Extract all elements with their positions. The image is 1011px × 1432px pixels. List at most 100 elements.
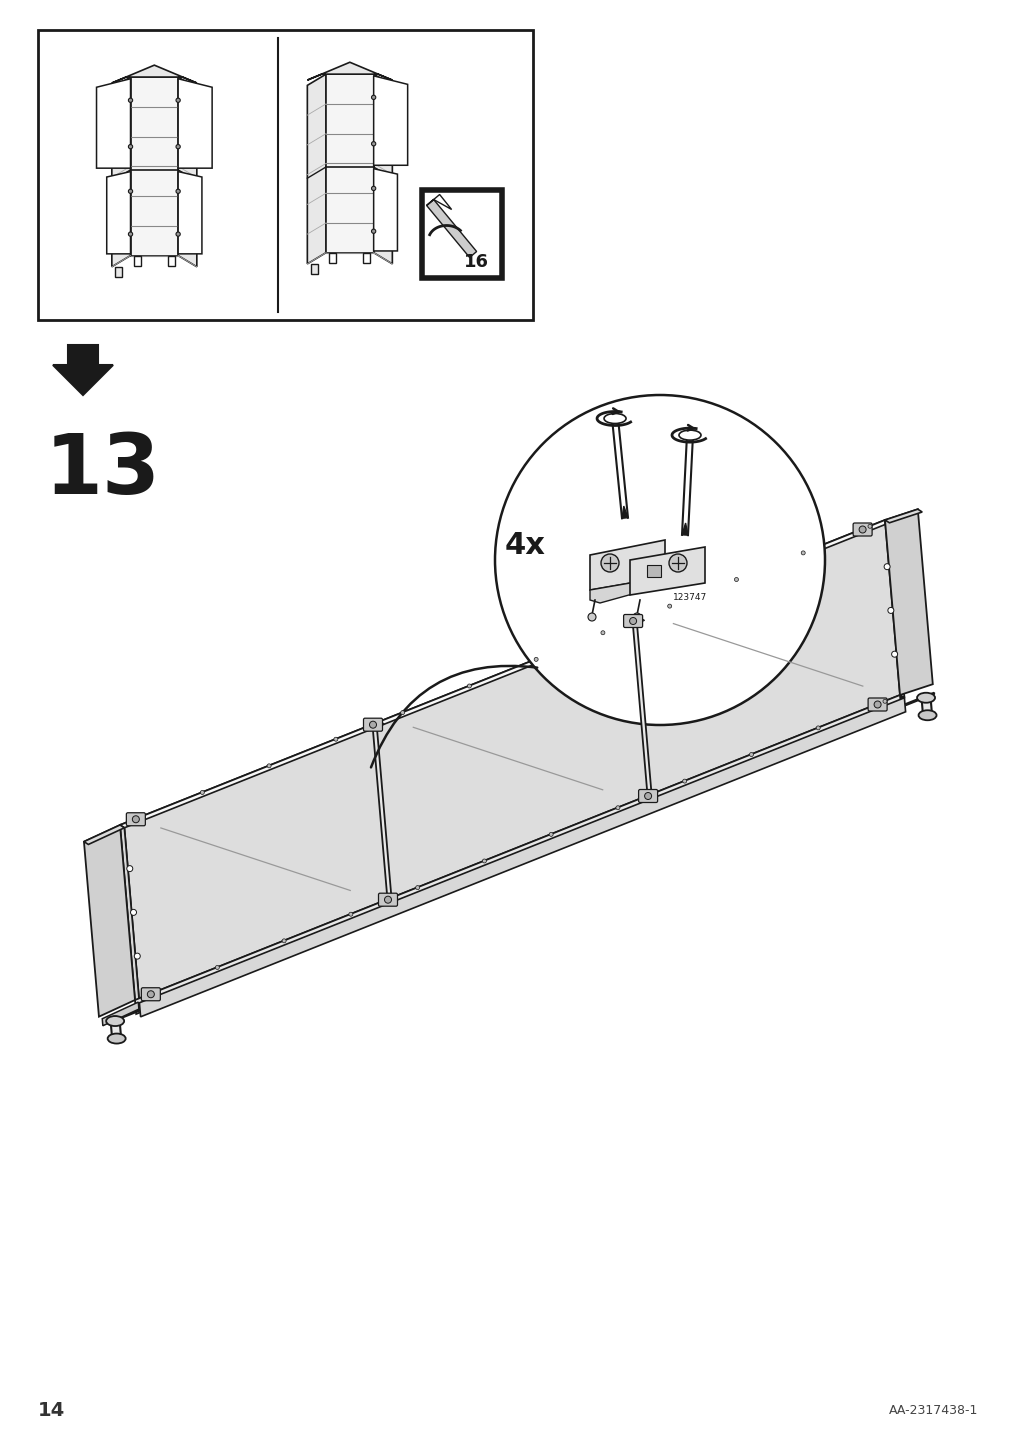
Polygon shape (178, 172, 202, 253)
Circle shape (887, 607, 893, 613)
Polygon shape (373, 76, 407, 165)
Polygon shape (111, 64, 196, 83)
Polygon shape (120, 520, 899, 1000)
Polygon shape (120, 520, 889, 828)
Polygon shape (178, 77, 196, 266)
Polygon shape (427, 199, 476, 258)
Polygon shape (107, 693, 934, 1022)
Polygon shape (134, 695, 901, 1014)
Circle shape (629, 617, 636, 624)
Circle shape (176, 189, 180, 193)
Polygon shape (885, 520, 904, 697)
Text: 123747: 123747 (672, 593, 707, 601)
Text: 14: 14 (38, 1400, 65, 1419)
Ellipse shape (916, 693, 934, 703)
Polygon shape (589, 577, 664, 603)
Polygon shape (96, 79, 130, 168)
Circle shape (749, 752, 753, 756)
Circle shape (148, 991, 155, 998)
Circle shape (858, 526, 865, 533)
Polygon shape (307, 74, 326, 263)
Circle shape (534, 657, 538, 662)
Circle shape (215, 965, 219, 969)
Circle shape (134, 954, 141, 959)
Circle shape (371, 142, 375, 146)
Circle shape (126, 865, 132, 872)
FancyBboxPatch shape (852, 523, 871, 536)
Circle shape (130, 909, 136, 915)
Bar (422, 189, 501, 278)
Circle shape (176, 145, 180, 149)
Polygon shape (140, 697, 905, 1017)
Polygon shape (372, 722, 384, 727)
Circle shape (616, 806, 620, 809)
Polygon shape (885, 510, 932, 695)
Polygon shape (632, 620, 651, 799)
Circle shape (667, 604, 671, 609)
Polygon shape (178, 79, 212, 168)
Circle shape (371, 96, 375, 99)
Bar (646, 566, 660, 577)
Text: 13: 13 (44, 430, 161, 511)
Circle shape (482, 859, 486, 863)
Polygon shape (630, 547, 705, 596)
Polygon shape (326, 74, 373, 252)
Polygon shape (373, 74, 392, 263)
Bar (310, 263, 317, 274)
Circle shape (884, 564, 890, 570)
Ellipse shape (918, 710, 935, 720)
Circle shape (149, 992, 153, 997)
Circle shape (644, 792, 651, 799)
Circle shape (416, 885, 420, 889)
Polygon shape (111, 77, 130, 266)
Polygon shape (622, 505, 628, 518)
Polygon shape (102, 1002, 139, 1025)
Polygon shape (372, 725, 391, 902)
Circle shape (133, 818, 137, 821)
FancyBboxPatch shape (378, 894, 397, 906)
Bar (38, 30, 533, 319)
Polygon shape (373, 169, 397, 251)
Ellipse shape (106, 1017, 124, 1027)
Polygon shape (427, 195, 451, 209)
Circle shape (128, 232, 132, 236)
Circle shape (874, 702, 881, 707)
Circle shape (601, 630, 605, 634)
Circle shape (601, 554, 619, 571)
Circle shape (267, 763, 271, 768)
Circle shape (349, 912, 353, 916)
Circle shape (816, 726, 819, 730)
Polygon shape (307, 62, 392, 80)
Circle shape (668, 554, 686, 571)
Circle shape (371, 229, 375, 233)
Circle shape (891, 652, 897, 657)
Polygon shape (84, 825, 134, 1017)
Ellipse shape (604, 414, 626, 424)
Polygon shape (53, 345, 113, 395)
Circle shape (128, 145, 132, 149)
Circle shape (587, 613, 595, 621)
Bar (330, 252, 336, 263)
Circle shape (467, 684, 471, 687)
Polygon shape (885, 510, 921, 523)
Circle shape (384, 896, 391, 904)
Circle shape (682, 779, 686, 783)
Polygon shape (124, 523, 904, 1002)
FancyBboxPatch shape (638, 789, 657, 802)
Bar (133, 255, 141, 266)
Text: 16: 16 (463, 252, 488, 271)
FancyBboxPatch shape (363, 719, 382, 732)
Polygon shape (632, 617, 644, 623)
Circle shape (282, 939, 286, 942)
Circle shape (369, 722, 376, 729)
Polygon shape (106, 172, 130, 253)
Polygon shape (134, 695, 903, 1002)
Circle shape (176, 99, 180, 102)
Bar (115, 266, 122, 276)
Circle shape (176, 232, 180, 236)
Circle shape (400, 710, 404, 715)
Circle shape (494, 395, 824, 725)
Circle shape (200, 790, 204, 795)
Polygon shape (130, 77, 178, 255)
FancyBboxPatch shape (126, 813, 146, 826)
